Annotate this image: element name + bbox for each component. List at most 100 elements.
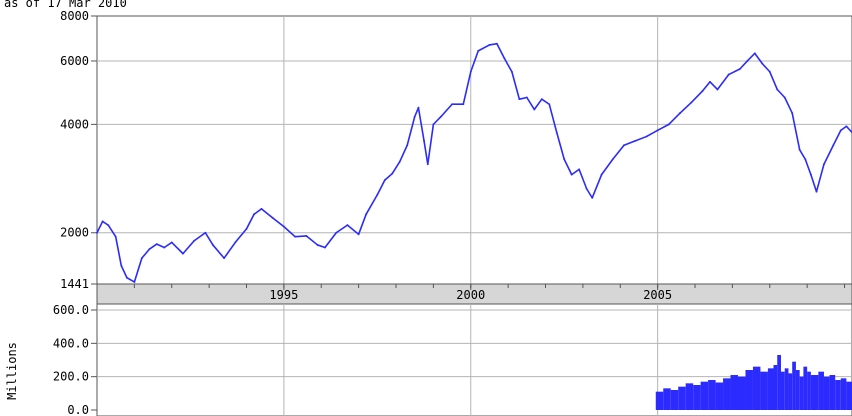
- price-line-segment: [182, 239, 195, 255]
- volume-bar: [784, 368, 789, 410]
- price-line-segment: [815, 163, 825, 193]
- volume-y-tick-label: 200.0: [53, 370, 89, 384]
- price-line-segment: [283, 225, 296, 238]
- price-line-segment: [563, 158, 573, 176]
- price-line-segment: [754, 52, 764, 65]
- price-line-segment: [526, 96, 536, 111]
- price-line-segment: [170, 241, 184, 255]
- chart-caption: as of 17 Mar 2010: [4, 0, 127, 10]
- price-line-segment: [406, 115, 416, 147]
- price-line-segment: [511, 70, 521, 100]
- price-line-segment: [570, 168, 580, 176]
- price-line-segment: [260, 208, 274, 219]
- volume-bar: [738, 376, 746, 410]
- price-line-segment: [839, 125, 848, 132]
- price-line-segment: [739, 60, 749, 70]
- price-line-segment: [357, 213, 367, 236]
- volume-bar: [678, 386, 686, 410]
- price-line-segment: [761, 62, 771, 73]
- price-line-segment: [212, 244, 225, 259]
- price-line-segment: [316, 244, 326, 249]
- price-line-segment: [335, 224, 349, 234]
- price-line-segment: [126, 276, 136, 283]
- price-line-segment: [798, 148, 807, 161]
- price-line-segment: [391, 160, 401, 175]
- price-line-segment: [305, 235, 319, 246]
- price-line-segment: [469, 50, 480, 73]
- price-plot-frame: [96, 15, 852, 285]
- price-line-segment: [518, 96, 528, 100]
- time-axis: 1995 2000 2005: [96, 283, 852, 305]
- price-line-segment: [555, 131, 566, 161]
- price-line-segment: [156, 243, 166, 249]
- price-line-segment: [223, 241, 237, 259]
- price-line-segment: [346, 224, 360, 236]
- price-line-segment: [101, 220, 110, 226]
- price-y-tick-label: 6000: [60, 54, 89, 68]
- volume-bar: [799, 376, 804, 410]
- volume-bar: [715, 382, 724, 410]
- volume-bar: [700, 381, 709, 410]
- time-axis-tick-label: 1995: [269, 288, 298, 302]
- price-line-segment: [690, 90, 704, 104]
- price-line-segment: [234, 228, 248, 244]
- price-y-tick-label: 4000: [60, 117, 89, 131]
- volume-y-axis: 600.0 400.0 200.0 0.0: [53, 303, 97, 416]
- price-line-segment: [727, 68, 741, 76]
- price-panel: 8000 6000 4000 2000 1441: [60, 9, 852, 291]
- price-line-segment: [823, 144, 835, 166]
- volume-bar: [835, 380, 841, 410]
- volume-panel: 600.0 400.0 200.0 0.0 Millions: [5, 303, 852, 416]
- volume-bar: [685, 383, 694, 410]
- price-line-segment: [245, 213, 255, 230]
- volume-bar: [829, 375, 836, 410]
- volume-bar: [807, 371, 811, 410]
- volume-y-label: Millions: [5, 342, 19, 400]
- price-line-segment: [496, 42, 506, 60]
- price-line-segment: [193, 231, 207, 242]
- price-line-segment: [600, 158, 614, 176]
- volume-bar: [846, 381, 852, 410]
- price-line-segment: [791, 112, 801, 151]
- time-axis-ticks: 1995 2000 2005: [133, 284, 846, 302]
- volume-bar: [818, 371, 824, 410]
- price-line-segment: [107, 224, 117, 238]
- volume-bar: [773, 365, 778, 410]
- volume-y-tick-label: 600.0: [53, 303, 89, 317]
- price-line-segment: [148, 243, 158, 251]
- price-line-segment: [679, 101, 693, 114]
- volume-y-tick-label: 0.0: [67, 403, 89, 416]
- price-line-segment: [585, 187, 594, 199]
- price-line-segment: [783, 96, 793, 114]
- price-line-segment: [668, 112, 681, 126]
- volume-bar: [745, 370, 753, 410]
- volume-grid: [97, 304, 852, 416]
- price-line-segment: [324, 231, 338, 249]
- volume-y-tick-label: 400.0: [53, 336, 89, 350]
- volume-bar: [810, 375, 819, 410]
- price-line-segment: [746, 52, 756, 62]
- price-line-segment: [120, 264, 128, 279]
- price-line-segment: [462, 70, 472, 106]
- price-line-segment: [383, 172, 394, 181]
- volume-bar: [663, 388, 671, 410]
- price-line-segment: [488, 42, 498, 46]
- price-line-segment: [432, 115, 442, 126]
- volume-series: [655, 355, 852, 410]
- price-line-segment: [533, 98, 543, 111]
- price-y-tick-label: 1441: [60, 277, 89, 291]
- price-line-segment: [768, 70, 779, 91]
- price-line-segment: [417, 106, 425, 142]
- price-line-segment: [578, 168, 588, 190]
- volume-bar: [840, 378, 847, 410]
- time-axis-tick-label: 2005: [643, 288, 672, 302]
- price-line-segment: [376, 179, 386, 196]
- volume-bar: [792, 361, 796, 410]
- price-line-segment: [701, 81, 711, 92]
- volume-bar: [788, 373, 793, 410]
- price-line-segment: [163, 241, 173, 249]
- price-line-segment: [96, 220, 104, 234]
- price-line-segment: [776, 88, 786, 99]
- price-line-segment: [645, 129, 659, 138]
